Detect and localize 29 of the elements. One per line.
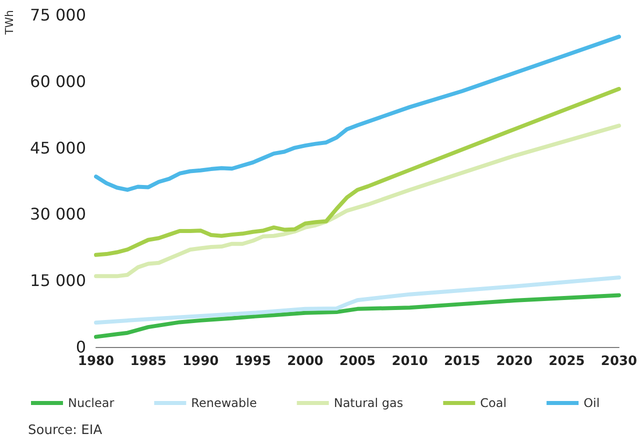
- y-tick-label: 0: [76, 338, 86, 356]
- line-series: [94, 276, 621, 325]
- y-axis-title: TWh: [3, 10, 16, 36]
- y-tick-label: 60 000: [30, 72, 86, 91]
- x-tick-label: 2015: [444, 354, 480, 369]
- x-tick-label: 2030: [600, 354, 638, 369]
- x-tick-label: 1980: [78, 354, 114, 369]
- line-series: [94, 86, 621, 257]
- source-note: Source: EIA: [28, 423, 102, 438]
- legend-label: Oil: [584, 396, 600, 410]
- y-tick-label: 15 000: [30, 271, 86, 290]
- y-tick-label: 30 000: [30, 204, 86, 224]
- line-series: [94, 124, 621, 278]
- legend-label: Natural gas: [334, 396, 404, 410]
- y-tick-label: 75 000: [30, 6, 86, 24]
- x-tick-label: 2000: [287, 354, 324, 369]
- x-tick-label: 2025: [548, 354, 585, 369]
- x-tick-label: 2010: [392, 354, 428, 369]
- x-tick-label: 1990: [182, 354, 219, 369]
- line-series: [94, 293, 621, 339]
- legend-label: Renewable: [191, 396, 257, 410]
- x-tick-label: 2020: [496, 354, 532, 369]
- legend-label: Nuclear: [68, 396, 114, 410]
- x-tick-label: 1995: [234, 354, 271, 369]
- line-series: [94, 34, 621, 192]
- y-tick-label: 45 000: [30, 138, 86, 158]
- x-tick-label: 2005: [339, 354, 376, 369]
- x-tick-label: 1985: [130, 354, 166, 369]
- legend-label: Coal: [480, 396, 507, 410]
